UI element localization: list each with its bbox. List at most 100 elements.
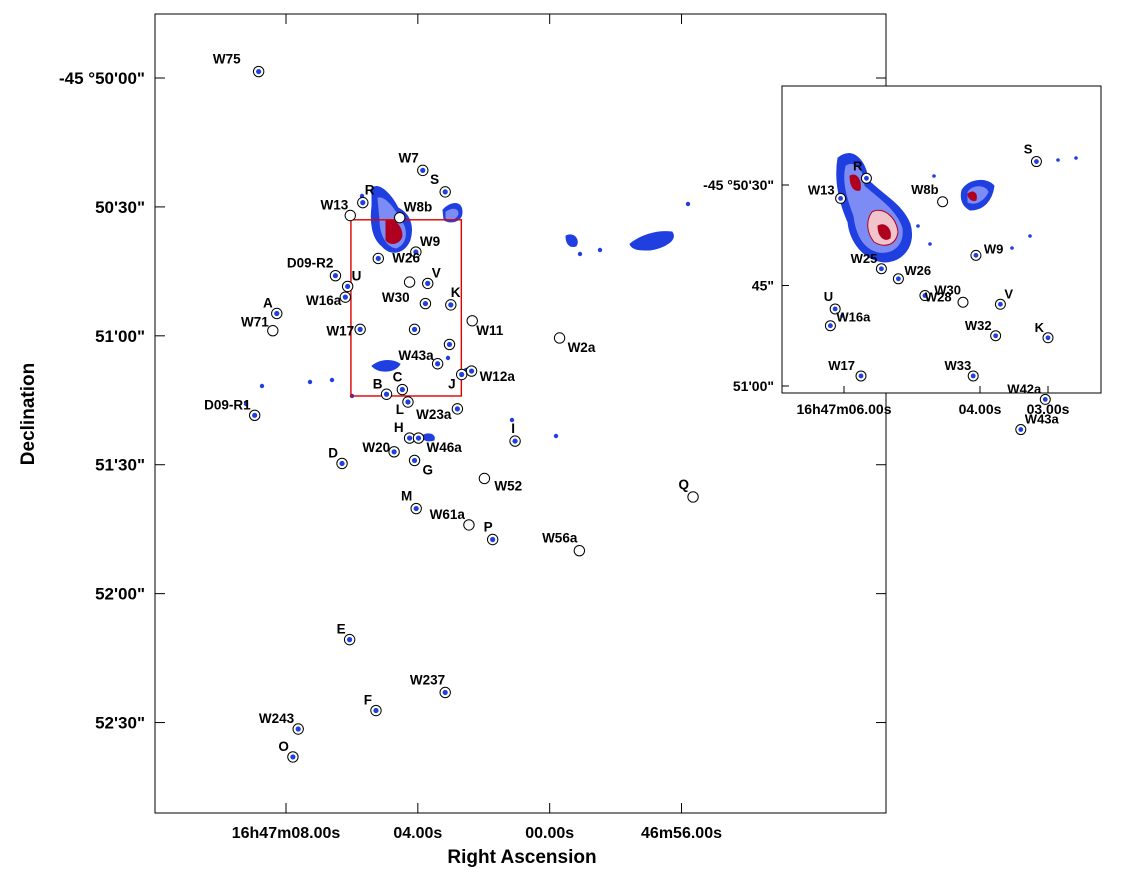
source-dot xyxy=(468,368,475,374)
source-label: W9 xyxy=(420,234,440,249)
inset-source-dot xyxy=(864,175,869,181)
source-label: W12a xyxy=(480,369,516,384)
inset-source-label: W16a xyxy=(836,310,871,325)
source-label: W61a xyxy=(430,507,466,522)
source-dot xyxy=(407,435,413,441)
source-dot xyxy=(442,689,448,696)
inset-source-dot xyxy=(828,323,833,329)
emission-contour-core xyxy=(385,219,403,244)
source-label: S xyxy=(430,172,439,187)
source-marker xyxy=(573,544,586,557)
x-axis-label: Right Ascension xyxy=(447,847,596,868)
source-marker xyxy=(394,211,406,224)
emission-speck xyxy=(577,251,583,257)
inset-source-label: W25 xyxy=(851,251,878,266)
source-dot xyxy=(413,505,419,512)
emission-speck xyxy=(307,379,313,385)
source-label: W13 xyxy=(321,198,349,213)
source-label: W16a xyxy=(306,293,342,308)
source-label: H xyxy=(394,420,404,435)
source-dot xyxy=(446,341,453,348)
inset-contour-core xyxy=(877,224,891,240)
emission-contour-outer xyxy=(371,360,401,372)
source-dot xyxy=(347,637,353,643)
y-tick-label: 50'30" xyxy=(95,198,145,217)
x-tick-label: 00.00s xyxy=(525,825,574,842)
inset-emission-contours xyxy=(836,153,1078,318)
source-label: B xyxy=(373,376,383,391)
source-label: C xyxy=(393,370,403,385)
source-dot xyxy=(442,189,448,195)
source-dot xyxy=(425,280,431,286)
inset-source-label: R xyxy=(853,158,863,173)
source-marker xyxy=(466,315,478,327)
source-label: F xyxy=(364,693,372,708)
source-label: W46a xyxy=(426,440,462,455)
emission-speck xyxy=(509,417,515,423)
source-dot xyxy=(405,399,411,405)
source-label: P xyxy=(484,519,493,534)
inset-source-dot xyxy=(832,306,838,312)
inset-x-tick-label: 16h47m06.00s xyxy=(797,401,892,417)
source-label: W237 xyxy=(410,672,445,687)
emission-speck xyxy=(329,377,335,383)
y-tick-label: 51'30" xyxy=(95,456,145,475)
source-label: W52 xyxy=(494,478,522,493)
source-label: W71 xyxy=(241,315,269,330)
inset-contour-core xyxy=(967,191,977,201)
source-dot xyxy=(373,707,379,714)
inset-emission-speck xyxy=(1056,158,1060,162)
source-label: Q xyxy=(679,477,690,492)
source-dot xyxy=(360,200,366,206)
plot-frame xyxy=(154,13,887,814)
source-label: W26 xyxy=(392,250,420,265)
inset-source-dot xyxy=(973,252,979,258)
source-label: O xyxy=(278,739,289,754)
source-dot xyxy=(339,460,345,467)
source-label: U xyxy=(352,268,362,283)
inset-emission-speck xyxy=(1010,246,1014,250)
y-axis-label: Declination xyxy=(18,363,39,465)
source-label: L xyxy=(396,402,404,417)
source-label: I xyxy=(511,421,515,436)
inset-x-tick-label: 04.00s xyxy=(959,401,1002,417)
inset-contour-core xyxy=(849,174,861,191)
inset-source-label: W42a xyxy=(1007,381,1042,396)
inset-source-label: W30 xyxy=(934,282,961,297)
source-label: V xyxy=(432,265,441,280)
source-dot xyxy=(345,283,351,290)
inset-source-dot xyxy=(858,373,864,379)
inset-source-dot xyxy=(1042,397,1048,402)
inset-emission-speck xyxy=(928,242,932,246)
inset-y-tick-label: 45" xyxy=(752,278,774,294)
source-dot xyxy=(256,68,262,75)
inset-x-tick-label: 03.00s xyxy=(1027,401,1070,417)
emission-contours xyxy=(243,186,691,442)
source-marker xyxy=(553,332,566,344)
x-tick-label: 16h47m08.00s xyxy=(232,825,341,842)
inset-source-label: W28 xyxy=(925,290,952,305)
inset-source-dot xyxy=(838,196,843,201)
source-marker xyxy=(267,324,279,337)
inset-frame xyxy=(781,85,1102,394)
inset-source-marker xyxy=(957,296,969,308)
source-dot xyxy=(490,536,496,543)
source-label: K xyxy=(451,285,461,300)
inset-emission-speck xyxy=(916,224,920,228)
inset-source-marker xyxy=(937,196,949,208)
source-label: W17 xyxy=(326,323,354,338)
inset-emission-speck xyxy=(932,174,936,178)
source-label: D xyxy=(328,445,338,460)
emission-contour-outer xyxy=(565,234,578,247)
source-label: G xyxy=(423,462,434,477)
source-dot xyxy=(411,326,418,332)
source-dot xyxy=(420,167,426,173)
source-label: W243 xyxy=(259,711,295,726)
source-dot xyxy=(295,726,301,732)
source-dot xyxy=(459,371,465,378)
source-dot xyxy=(411,457,418,464)
emission-contour-outer xyxy=(629,231,674,251)
emission-speck xyxy=(445,355,451,361)
inset-source-dot xyxy=(896,276,901,282)
